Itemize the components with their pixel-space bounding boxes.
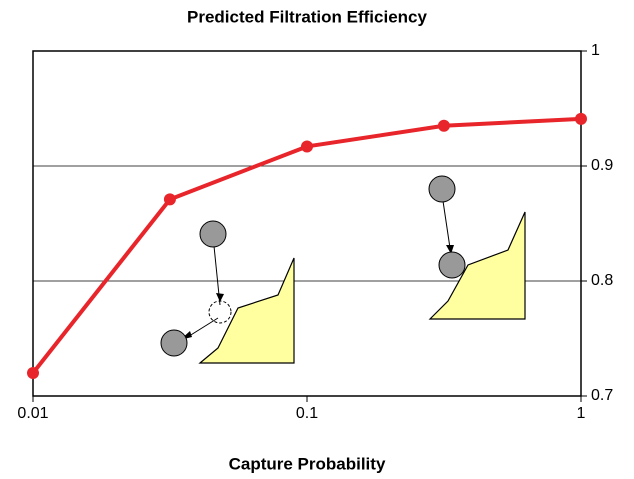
particle xyxy=(428,175,456,203)
particle xyxy=(199,220,227,248)
point xyxy=(163,193,176,206)
y-tick-label: 1 xyxy=(591,42,600,59)
surface xyxy=(428,211,526,320)
point xyxy=(437,119,450,132)
trajectory xyxy=(442,200,451,249)
point xyxy=(575,112,587,125)
x-tick-label: 0.1 xyxy=(296,405,318,422)
arrowhead xyxy=(446,245,454,254)
arrowhead xyxy=(216,293,224,302)
plot-border xyxy=(32,50,582,397)
x-axis-label: Capture Probability xyxy=(229,454,386,473)
x-tick-label: 0.01 xyxy=(17,405,48,422)
particle xyxy=(438,251,466,279)
y-tick-label: 0.7 xyxy=(591,387,613,404)
y-tick-label: 0.9 xyxy=(591,157,613,174)
y-tick-label: 0.8 xyxy=(591,272,613,289)
line xyxy=(31,116,582,375)
chart-title: Predicted Filtration Efficiency xyxy=(187,7,427,26)
point xyxy=(301,140,313,153)
point xyxy=(27,367,39,379)
surface xyxy=(198,257,295,364)
illustration xyxy=(160,175,526,364)
trajectory xyxy=(185,317,219,339)
particle xyxy=(160,329,188,357)
x-tick-label: 1 xyxy=(577,405,586,422)
